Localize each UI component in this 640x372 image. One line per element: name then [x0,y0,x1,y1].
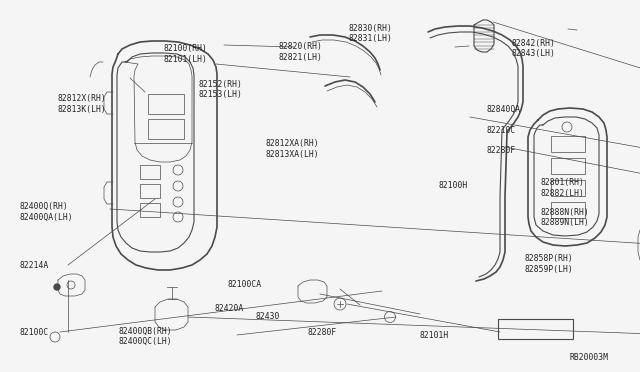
Bar [498,319,573,339]
Text: 82820(RH)
82821(LH): 82820(RH) 82821(LH) [278,42,323,62]
Text: 82100(RH)
82101(LH): 82100(RH) 82101(LH) [163,44,207,64]
Bar [140,165,160,179]
Text: 82152(RH)
82153(LH): 82152(RH) 82153(LH) [198,80,243,99]
Text: 82830(RH)
82831(LH): 82830(RH) 82831(LH) [349,24,393,43]
Text: 82100C: 82100C [19,328,49,337]
Text: 82858P(RH)
82859P(LH): 82858P(RH) 82859P(LH) [525,254,573,274]
Bar [140,203,160,217]
Text: 82210C: 82210C [486,126,516,135]
Text: 82842(RH)
82843(LH): 82842(RH) 82843(LH) [512,39,556,58]
Text: 82100H: 82100H [438,182,468,190]
Text: 82400Q(RH)
82400QA(LH): 82400Q(RH) 82400QA(LH) [19,202,73,222]
Bar [551,158,585,174]
Text: 82430: 82430 [256,312,280,321]
Text: 82214A: 82214A [19,262,49,270]
Bar [551,202,585,218]
Bar [551,136,585,152]
Text: 82840QA: 82840QA [486,105,520,114]
Text: RB20003M: RB20003M [570,353,609,362]
Text: 82801(RH)
82882(LH): 82801(RH) 82882(LH) [541,178,585,198]
Text: 82812X(RH)
82813K(LH): 82812X(RH) 82813K(LH) [58,94,106,114]
Text: 82100CA: 82100CA [228,280,262,289]
Text: 82280F: 82280F [307,328,337,337]
Text: 82101H: 82101H [419,331,449,340]
Bar [148,119,184,139]
Bar [551,180,585,196]
Bar [140,184,160,198]
Text: 82812XA(RH)
82813XA(LH): 82812XA(RH) 82813XA(LH) [266,139,319,158]
Bar [148,94,184,114]
Text: 82400QB(RH)
82400QC(LH): 82400QB(RH) 82400QC(LH) [118,327,172,346]
Text: 82420A: 82420A [214,304,244,313]
Text: 82280F: 82280F [486,146,516,155]
Text: 82888N(RH)
82889N(LH): 82888N(RH) 82889N(LH) [541,208,589,227]
Circle shape [54,284,60,290]
